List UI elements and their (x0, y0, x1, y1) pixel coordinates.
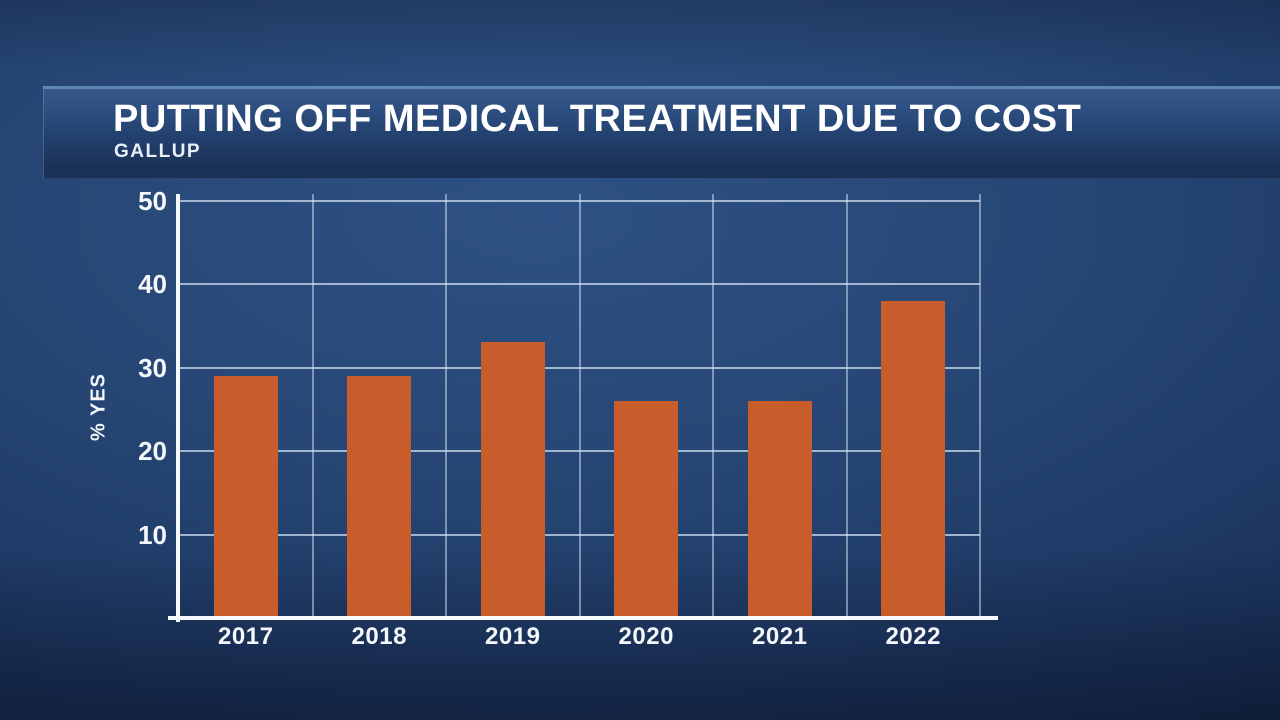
source-label: GALLUP (114, 141, 202, 162)
y-tick-50: 50 (138, 185, 167, 216)
gridline-v-4 (712, 194, 714, 618)
x-tick-2017: 2017 (218, 623, 274, 650)
y-tick-40: 40 (138, 269, 167, 299)
x-axis-line (168, 616, 998, 620)
gridline-v-3 (578, 194, 581, 618)
x-tick-2019: 2019 (485, 623, 541, 650)
chart-title: PUTTING OFF MEDICAL TREATMENT DUE TO COS… (113, 98, 1082, 140)
bar-2019 (480, 342, 545, 618)
y-axis-line (176, 194, 180, 622)
y-axis-title: % YES (87, 373, 110, 441)
x-tick-2021: 2021 (752, 623, 808, 650)
bar-2020 (614, 400, 679, 618)
gridline-v-5 (845, 194, 848, 618)
title-banner: PUTTING OFF MEDICAL TREATMENT DUE TO COS… (43, 86, 1280, 178)
y-tick-20: 20 (138, 436, 167, 466)
gridline-v-2 (445, 194, 447, 618)
x-tick-2018: 2018 (351, 623, 407, 650)
bar-2021 (747, 400, 812, 618)
bar-2017 (213, 375, 278, 618)
gridline-v-1 (311, 194, 314, 618)
x-tick-2022: 2022 (885, 623, 941, 650)
bar-2018 (347, 375, 412, 618)
y-tick-30: 30 (138, 352, 167, 383)
x-tick-2020: 2020 (618, 623, 674, 650)
y-tick-10: 10 (138, 519, 167, 550)
bar-2022 (881, 300, 946, 618)
gridline-v-6 (979, 194, 981, 618)
